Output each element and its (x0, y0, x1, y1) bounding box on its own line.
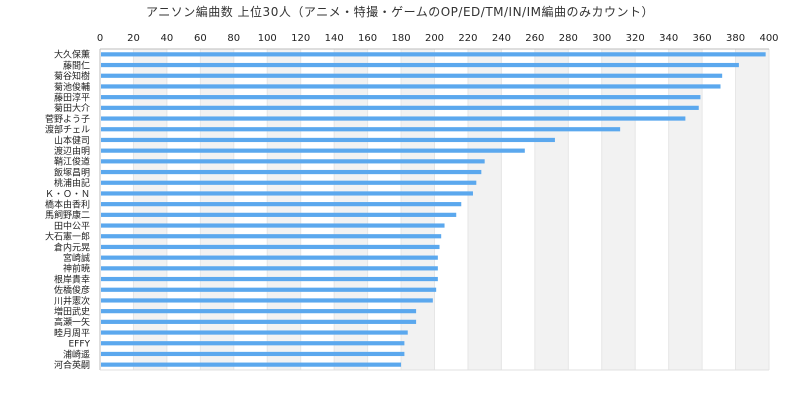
x-tick-label: 80 (227, 33, 240, 44)
category-label: 増田武史 (54, 305, 90, 317)
bar (101, 266, 438, 271)
bar (101, 159, 485, 164)
x-tick-label: 40 (161, 33, 174, 44)
x-tick-label: 260 (525, 33, 544, 44)
category-label: 山本健司 (54, 134, 90, 146)
x-tick-label: 200 (425, 33, 444, 44)
bar (101, 319, 417, 324)
bar (101, 341, 405, 346)
bar (101, 116, 686, 121)
x-axis-ticks: 0 20 40 60 80 100 120 140 160 180 200 220 240 260 280 3… (97, 33, 779, 44)
bar (101, 298, 433, 303)
grid-band (267, 49, 301, 370)
grid-band (200, 49, 234, 370)
x-tick-label: 380 (726, 33, 745, 44)
category-label: 大石憲一郎 (45, 231, 90, 243)
x-tick-label: 20 (127, 33, 140, 44)
category-label: 田中公平 (54, 220, 90, 232)
bars (101, 52, 766, 367)
bar (101, 127, 621, 132)
category-label: 鞘江俊道 (54, 156, 90, 168)
bar (101, 212, 457, 217)
grid-lines (99, 49, 770, 370)
grid-band (334, 49, 368, 370)
bar (101, 362, 402, 367)
bar (101, 169, 482, 175)
category-label: 倉内元晃 (54, 241, 90, 253)
grid-band (601, 49, 636, 370)
bar (101, 148, 525, 153)
bar (101, 244, 440, 250)
bar (101, 223, 445, 228)
category-label: 神前暁 (63, 263, 90, 275)
bar (101, 191, 473, 196)
x-tick-label: 100 (258, 33, 277, 44)
category-label: EFFY (68, 340, 90, 350)
bar (101, 234, 442, 239)
category-label: 根岸貴幸 (54, 273, 90, 285)
x-tick-label: 240 (492, 33, 511, 44)
bar (101, 351, 405, 357)
x-tick-label: 320 (626, 33, 645, 44)
x-tick-label: 400 (759, 33, 778, 44)
category-label: 渡辺由明 (54, 145, 90, 157)
category-label: 菅野よう子 (45, 113, 90, 125)
bar (101, 309, 417, 314)
category-label: 大久保薫 (54, 49, 90, 61)
grid-bands (133, 49, 769, 370)
grid-band (467, 49, 502, 370)
grid-band (735, 49, 769, 370)
category-label: 馬飼野康二 (45, 209, 90, 221)
x-tick-label: 180 (392, 33, 411, 44)
grid-band (668, 49, 703, 370)
category-label: 高瀬一矢 (54, 316, 90, 328)
grid-band (133, 49, 167, 370)
bar (101, 105, 699, 110)
bar (101, 95, 701, 100)
category-labels: 大久保薫藤間仁菊谷知樹菊池俊輔藤田淳平菊田大介菅野よう子渡部チェル山本健司渡辺由… (45, 49, 91, 371)
x-tick-label: 340 (659, 33, 678, 44)
bar (101, 276, 438, 282)
bar (101, 73, 723, 78)
category-label: 菊田大介 (54, 102, 90, 114)
bar (101, 180, 477, 185)
category-label: 浦崎遥 (63, 348, 90, 360)
chart-title: アニソン編曲数 上位30人（アニメ・特撮・ゲームのOP/ED/TM/IN/IM編… (145, 5, 654, 19)
grid-band (534, 49, 569, 370)
category-label: 川井憲次 (54, 295, 90, 307)
category-label: 宮崎誠 (63, 252, 90, 264)
x-tick-label: 140 (325, 33, 344, 44)
x-tick-label: 220 (458, 33, 477, 44)
x-tick-label: 60 (194, 33, 207, 44)
category-label: 藤間仁 (63, 59, 90, 71)
category-label: 菊池俊輔 (54, 81, 90, 93)
category-label: 藤田淳平 (54, 91, 90, 103)
category-label: 桃浦由記 (54, 177, 90, 189)
category-label: 飯塚昌明 (54, 166, 90, 178)
x-tick-label: 280 (559, 33, 578, 44)
bar (101, 287, 437, 292)
grid-band (401, 49, 435, 370)
bar (101, 52, 766, 57)
category-label: Ｋ・Ｏ・Ｎ (45, 190, 90, 200)
bar (101, 202, 462, 207)
bar (101, 84, 721, 89)
x-tick-label: 160 (358, 33, 377, 44)
bar (101, 255, 438, 260)
category-label: 菊谷知樹 (54, 70, 90, 82)
bar (101, 62, 739, 68)
bar (101, 137, 555, 143)
category-label: 河合英嗣 (54, 359, 90, 371)
axes (99, 48, 769, 371)
x-tick-label: 300 (592, 33, 611, 44)
x-tick-label: 360 (693, 33, 712, 44)
x-tick-label: 120 (291, 33, 310, 44)
category-label: 睦月周平 (54, 327, 90, 339)
bar (101, 330, 408, 335)
category-label: 橋本由香利 (45, 198, 90, 210)
x-tick-label: 0 (97, 33, 103, 44)
category-label: 佐橋俊彦 (54, 284, 90, 296)
category-label: 渡部チェル (45, 124, 90, 136)
